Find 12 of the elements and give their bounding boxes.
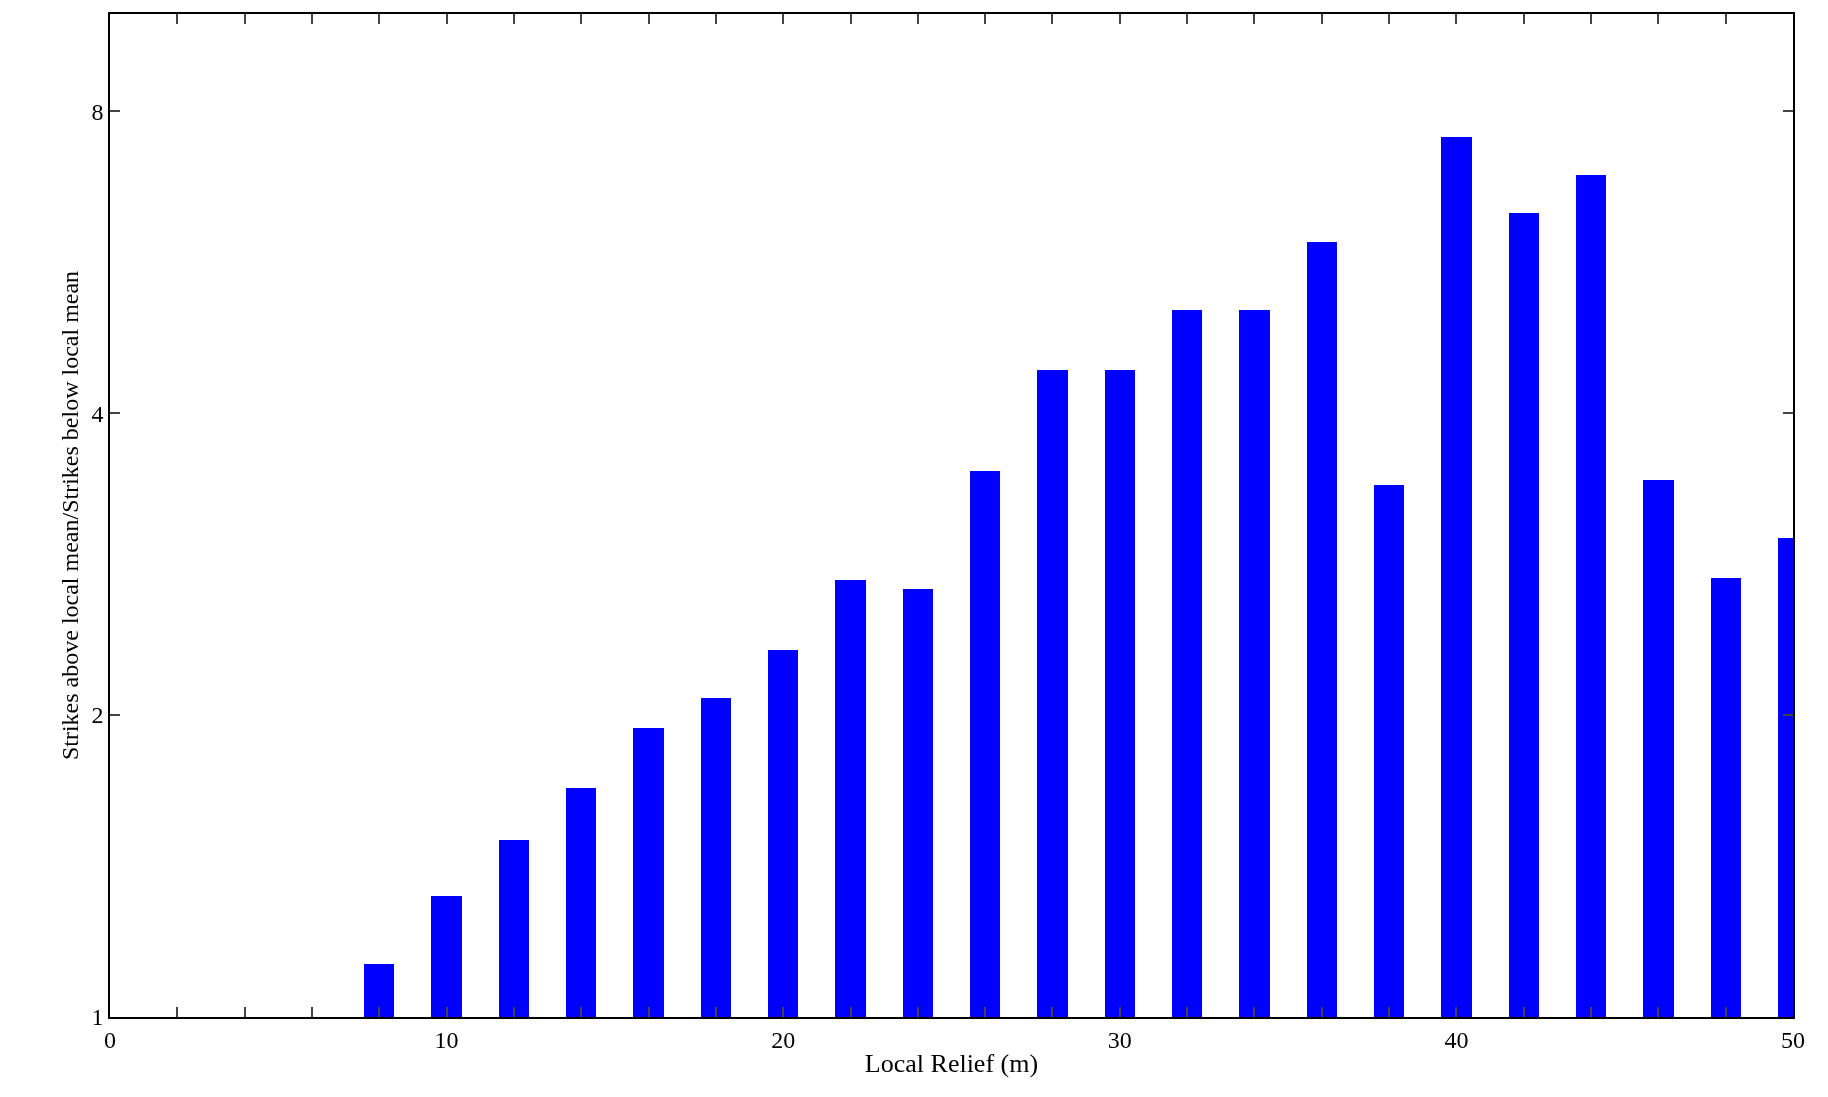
x-tick-label: 50 <box>1781 1026 1805 1053</box>
x-tick-label: 30 <box>1107 1026 1132 1053</box>
x-axis-title: Local Relief (m) <box>864 1048 1039 1078</box>
x-tick-label: 0 <box>104 1026 116 1053</box>
y-tick-label: 1 <box>91 1004 104 1031</box>
y-tick-label: 2 <box>91 702 104 729</box>
x-tick-label: 10 <box>434 1026 459 1053</box>
y-tick-label: 4 <box>91 400 104 427</box>
y-tick-label: 8 <box>91 98 104 125</box>
y-axis-title: Strikes above local mean/Strikes below local mean <box>57 270 84 761</box>
x-tick-label: 40 <box>1444 1026 1469 1053</box>
x-tick-label: 20 <box>771 1026 796 1053</box>
